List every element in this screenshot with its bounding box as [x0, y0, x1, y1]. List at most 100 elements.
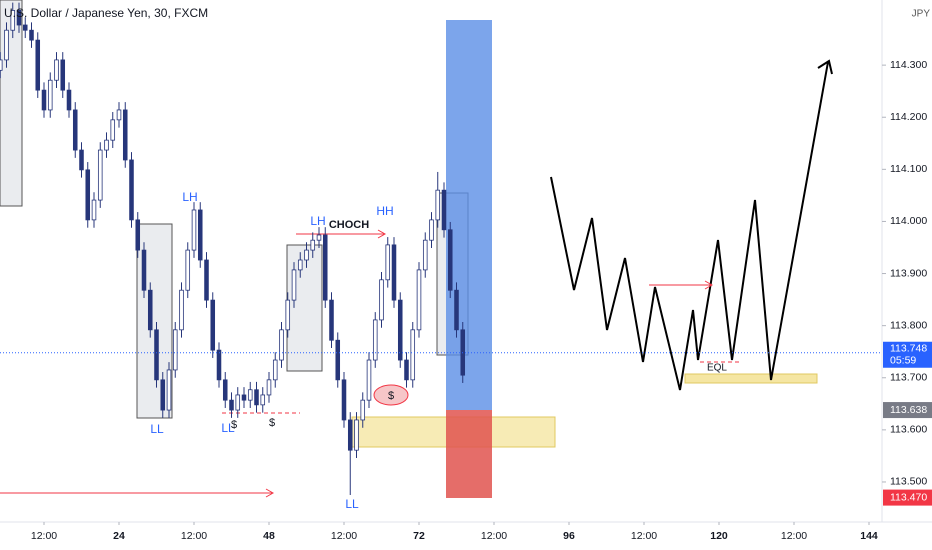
candles — [0, 2, 466, 495]
label: LH — [310, 214, 325, 228]
candle-body — [372, 319, 378, 361]
annotations: LH LL LL $ $ LH CHOCH HH $ LL EQL — [150, 190, 727, 511]
x-tick-label: 96 — [563, 530, 575, 542]
candle-body — [10, 10, 16, 31]
candle-body — [54, 59, 59, 81]
label: LH — [182, 190, 197, 204]
label: LL — [221, 421, 235, 435]
candle-body — [235, 394, 241, 411]
candle-body — [35, 39, 41, 91]
x-tick-label: 12:00 — [481, 530, 507, 542]
candle-body — [91, 199, 97, 221]
candle-body — [135, 219, 141, 251]
price-marker-label: 113.470 — [890, 491, 927, 503]
candle-body — [72, 109, 78, 151]
candle-body — [310, 239, 316, 251]
last-price-label: 113.748 — [890, 343, 927, 355]
candle-body — [391, 244, 397, 301]
price-axis — [882, 0, 932, 550]
candle-body — [179, 289, 184, 331]
candle-body — [329, 299, 334, 341]
candle-body — [22, 24, 28, 31]
candle-body — [191, 209, 197, 251]
candle-body — [297, 259, 303, 271]
arrow-head — [704, 280, 714, 290]
candle-body — [41, 89, 47, 111]
candle-body — [97, 149, 103, 201]
arrow-head — [265, 488, 275, 498]
candle-body — [47, 79, 53, 111]
candle-body — [410, 329, 416, 381]
candle-body — [216, 349, 222, 381]
candle-body — [435, 189, 441, 221]
candle-body — [110, 119, 116, 141]
candle-body — [160, 379, 166, 411]
y-tick-label: 114.200 — [890, 111, 927, 123]
candle-body — [416, 269, 422, 331]
x-tick-label: 12:00 — [781, 530, 807, 542]
candle-body — [129, 159, 134, 221]
y-tick-label: 113.900 — [890, 267, 927, 279]
y-tick-label: 114.100 — [890, 163, 927, 175]
candle-body — [266, 379, 272, 396]
candle-body — [222, 379, 228, 401]
x-tick-label: 24 — [113, 530, 125, 542]
y-tick-label: 113.700 — [890, 372, 927, 384]
drawings — [0, 0, 833, 498]
candle-body — [247, 389, 253, 401]
candle-body — [104, 139, 109, 151]
candle-body — [291, 269, 297, 301]
candle-body — [441, 189, 447, 231]
y-tick-label: 113.800 — [890, 319, 927, 331]
candle-body — [4, 29, 9, 61]
candle-body — [447, 229, 453, 291]
target-box — [446, 20, 492, 410]
candle-body — [385, 244, 391, 281]
x-tick-label: 12:00 — [181, 530, 207, 542]
candle-body — [66, 89, 72, 111]
candle-body — [454, 289, 459, 331]
candle-body — [60, 59, 66, 91]
candle-body — [16, 10, 22, 26]
arrow-head — [817, 59, 833, 75]
candle-body — [241, 394, 247, 401]
candle-body — [122, 109, 128, 161]
y-tick-label: 114.300 — [890, 59, 927, 71]
candle-body — [279, 329, 284, 361]
candle-body — [366, 359, 372, 401]
candle-body — [404, 359, 409, 381]
candle-body — [341, 379, 347, 421]
arrow-head — [377, 229, 387, 239]
price-marker-label: 113.638 — [890, 404, 927, 416]
last-price-box — [883, 341, 932, 368]
candle-body — [335, 339, 341, 381]
countdown: 05:59 — [890, 355, 916, 367]
y-tick-label: 113.600 — [890, 424, 927, 436]
projection-path — [550, 61, 829, 391]
currency: JPY — [912, 9, 931, 20]
candle-body — [397, 299, 403, 361]
candle-body — [285, 299, 291, 331]
candle-body — [116, 109, 122, 121]
label: HH — [376, 204, 393, 218]
candle-body — [185, 249, 191, 291]
candle-body — [272, 359, 278, 381]
candle-body — [422, 239, 428, 271]
candle-body — [304, 249, 309, 261]
candle-body — [197, 209, 203, 261]
range-box — [286, 244, 323, 372]
candle-body — [210, 299, 216, 351]
label: LL — [150, 422, 164, 436]
candle-body — [204, 259, 209, 301]
x-tick-label: 12:00 — [631, 530, 657, 542]
candle-body — [347, 419, 353, 451]
candle-body — [172, 329, 178, 371]
y-tick-label: 113.500 — [890, 476, 927, 488]
candle-body — [229, 399, 234, 411]
candle-body — [154, 329, 159, 381]
candle-body — [0, 59, 3, 71]
candle-body — [322, 234, 328, 301]
label: $ — [269, 417, 275, 429]
candle-body — [379, 279, 384, 321]
x-tick-label: 144 — [860, 530, 878, 542]
